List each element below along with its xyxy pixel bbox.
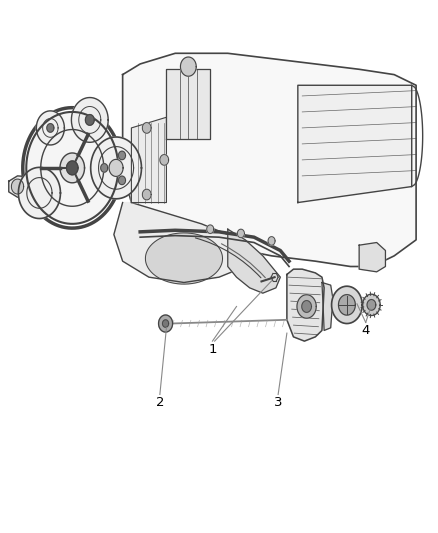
Polygon shape (339, 295, 355, 315)
Polygon shape (160, 155, 169, 165)
Polygon shape (297, 295, 316, 318)
Polygon shape (268, 237, 275, 245)
Polygon shape (302, 301, 311, 312)
Text: 2: 2 (155, 396, 164, 409)
Text: 1: 1 (208, 343, 217, 356)
Polygon shape (119, 176, 125, 184)
Polygon shape (60, 153, 85, 183)
Text: 3: 3 (274, 396, 283, 409)
Polygon shape (9, 176, 44, 197)
Polygon shape (367, 300, 376, 310)
Polygon shape (131, 117, 166, 203)
Polygon shape (228, 229, 280, 293)
Text: 4: 4 (361, 324, 370, 337)
Polygon shape (332, 286, 362, 324)
Polygon shape (67, 161, 78, 175)
Polygon shape (26, 112, 118, 224)
Polygon shape (71, 98, 108, 142)
Polygon shape (162, 320, 169, 327)
Polygon shape (123, 53, 416, 266)
Polygon shape (114, 203, 254, 282)
Polygon shape (237, 229, 244, 238)
Polygon shape (287, 269, 324, 341)
Polygon shape (298, 85, 412, 203)
Polygon shape (322, 282, 333, 330)
Polygon shape (166, 69, 210, 139)
Polygon shape (142, 189, 151, 200)
Polygon shape (142, 123, 151, 133)
Polygon shape (359, 243, 385, 272)
Polygon shape (207, 225, 214, 233)
Polygon shape (145, 233, 223, 284)
Polygon shape (180, 57, 196, 76)
Polygon shape (91, 137, 141, 199)
Polygon shape (11, 179, 24, 194)
Polygon shape (119, 151, 125, 160)
Polygon shape (36, 111, 64, 145)
Polygon shape (47, 124, 54, 132)
Polygon shape (109, 159, 123, 176)
Polygon shape (85, 115, 94, 125)
Polygon shape (18, 167, 60, 219)
Polygon shape (363, 294, 380, 316)
Polygon shape (159, 315, 173, 332)
Polygon shape (101, 164, 108, 172)
